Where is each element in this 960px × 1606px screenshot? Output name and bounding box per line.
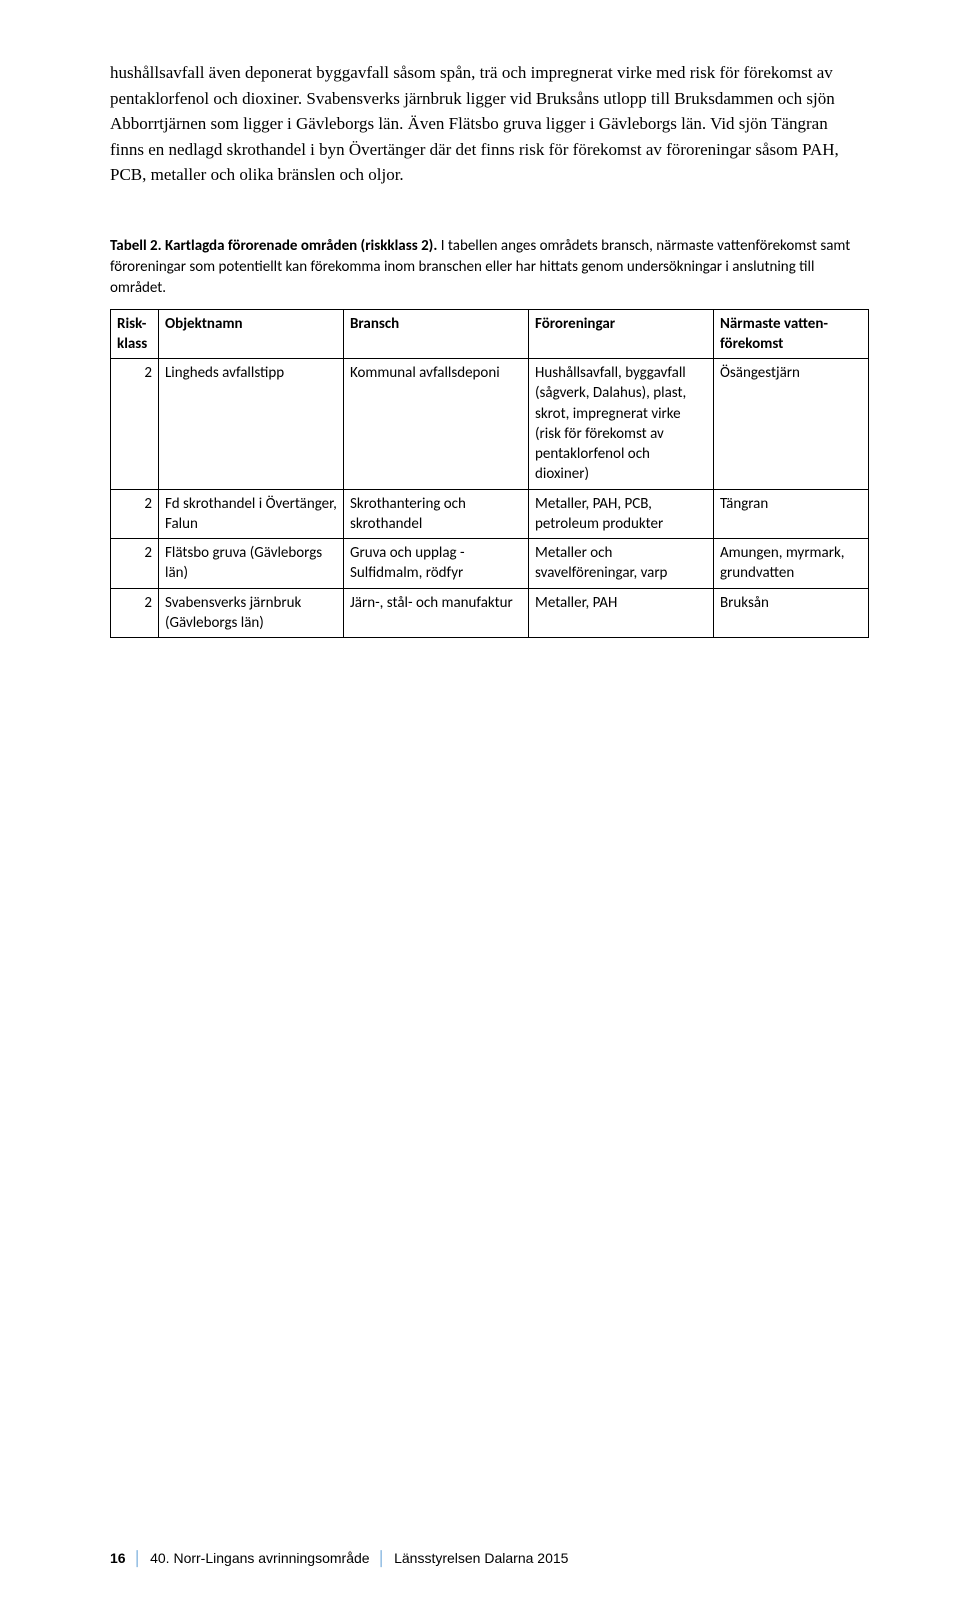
cell-vatten: Ösängestjärn <box>714 359 869 490</box>
table-header-row: Risk-klass Objektnamn Bransch Förorening… <box>111 309 869 359</box>
th-vattenforekomst: Närmaste vatten-förekomst <box>714 309 869 359</box>
page-footer: 16 │ 40. Norr-Lingans avrinningsområde │… <box>110 1550 568 1566</box>
cell-risk: 2 <box>111 539 159 589</box>
table-row: 2 Svabensverks järnbruk (Gävleborgs län)… <box>111 588 869 638</box>
th-fororeningar: Föroreningar <box>529 309 714 359</box>
risk-table: Risk-klass Objektnamn Bransch Förorening… <box>110 309 869 639</box>
cell-foro: Metaller, PAH, PCB, petroleum produkter <box>529 489 714 539</box>
table-row: 2 Lingheds avfallstipp Kommunal avfallsd… <box>111 359 869 490</box>
cell-objekt: Svabensverks järnbruk (Gävleborgs län) <box>159 588 344 638</box>
page-number: 16 <box>110 1550 126 1566</box>
separator-icon: │ <box>373 1550 390 1566</box>
cell-objekt: Fd skrothandel i Övertänger, Falun <box>159 489 344 539</box>
table-caption: Tabell 2. Kartlagda förorenade områden (… <box>110 236 860 299</box>
cell-foro: Metaller och svavelföreningar, varp <box>529 539 714 589</box>
footer-title: 40. Norr-Lingans avrinningsområde <box>150 1550 369 1566</box>
table-row: 2 Fd skrothandel i Övertänger, Falun Skr… <box>111 489 869 539</box>
cell-risk: 2 <box>111 489 159 539</box>
cell-objekt: Lingheds avfallstipp <box>159 359 344 490</box>
cell-vatten: Amungen, myrmark, grundvatten <box>714 539 869 589</box>
cell-bransch: Kommunal avfallsdeponi <box>344 359 529 490</box>
cell-vatten: Tängran <box>714 489 869 539</box>
th-bransch: Bransch <box>344 309 529 359</box>
footer-source: Länsstyrelsen Dalarna 2015 <box>394 1550 568 1566</box>
caption-bold: Tabell 2. Kartlagda förorenade områden (… <box>110 237 437 255</box>
cell-bransch: Järn-, stål- och manufaktur <box>344 588 529 638</box>
cell-risk: 2 <box>111 359 159 490</box>
th-riskklass: Risk-klass <box>111 309 159 359</box>
cell-foro: Hushållsavfall, byggavfall (sågverk, Dal… <box>529 359 714 490</box>
cell-bransch: Gruva och upplag - Sulfidmalm, rödfyr <box>344 539 529 589</box>
th-objektnamn: Objektnamn <box>159 309 344 359</box>
intro-paragraph: hushållsavfall även deponerat byggavfall… <box>110 60 860 188</box>
cell-objekt: Flätsbo gruva (Gävleborgs län) <box>159 539 344 589</box>
separator-icon: │ <box>129 1550 146 1566</box>
cell-foro: Metaller, PAH <box>529 588 714 638</box>
table-row: 2 Flätsbo gruva (Gävleborgs län) Gruva o… <box>111 539 869 589</box>
cell-risk: 2 <box>111 588 159 638</box>
cell-vatten: Bruksån <box>714 588 869 638</box>
cell-bransch: Skrothantering och skrothandel <box>344 489 529 539</box>
